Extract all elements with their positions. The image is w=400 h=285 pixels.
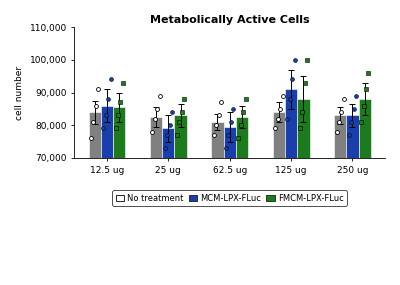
Bar xyxy=(162,129,174,158)
Title: Metabolically Active Cells: Metabolically Active Cells xyxy=(150,15,310,25)
Bar xyxy=(211,122,224,158)
Bar xyxy=(334,115,346,158)
Bar xyxy=(236,117,248,158)
Bar xyxy=(285,89,297,158)
Bar xyxy=(113,107,125,158)
Bar xyxy=(224,127,236,158)
Bar xyxy=(346,115,359,158)
Bar xyxy=(101,106,113,158)
Bar xyxy=(88,112,101,158)
Bar xyxy=(297,99,310,158)
Bar xyxy=(150,117,162,158)
Y-axis label: cell number: cell number xyxy=(15,66,24,120)
Bar xyxy=(273,112,285,158)
Bar xyxy=(359,99,371,158)
Legend: No treatment, MCM-LPX-FLuc, FMCM-LPX-FLuc: No treatment, MCM-LPX-FLuc, FMCM-LPX-FLu… xyxy=(112,190,347,206)
Bar xyxy=(174,115,187,158)
